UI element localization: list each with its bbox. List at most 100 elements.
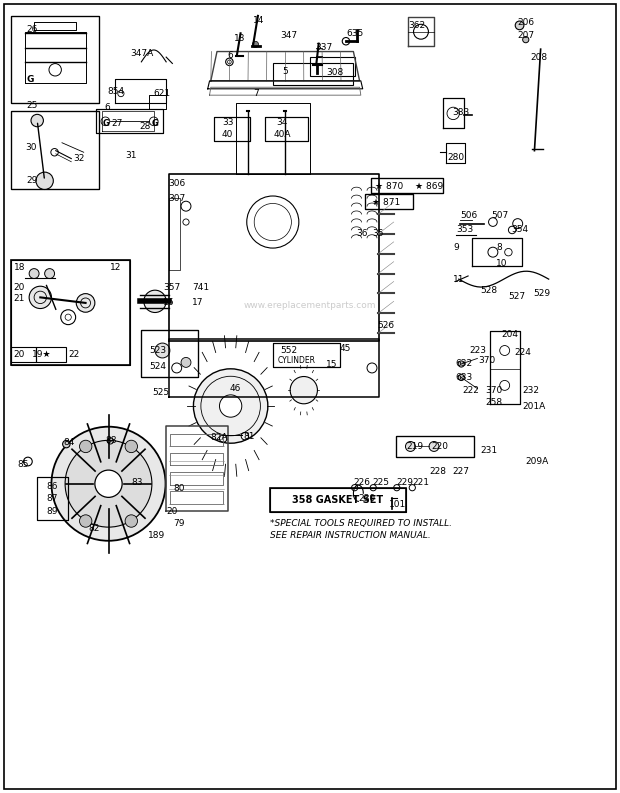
Circle shape [29,269,39,278]
Bar [214,117,250,141]
Bar [11,347,36,362]
Bar [273,343,340,367]
Text: 526: 526 [377,320,394,330]
Text: 370: 370 [479,356,496,366]
Text: ★ 871: ★ 871 [372,197,401,207]
Text: 80: 80 [174,484,185,493]
Text: 20: 20 [14,282,25,292]
Text: 221: 221 [412,477,429,487]
Bar [141,330,198,377]
Text: 31: 31 [125,151,137,160]
Text: 527: 527 [508,292,526,301]
Bar [371,178,443,193]
Bar [96,109,163,133]
Bar [270,488,406,512]
Text: 362: 362 [408,21,425,30]
Text: 25: 25 [26,101,37,110]
Text: 223: 223 [469,346,486,355]
Text: 525: 525 [152,388,169,397]
Text: 308: 308 [327,68,344,78]
Text: 224: 224 [515,347,531,357]
Text: 88: 88 [105,435,117,445]
Text: 20: 20 [166,507,177,516]
Circle shape [95,470,122,497]
Text: 633: 633 [456,373,473,382]
Bar [396,436,474,457]
Text: 222: 222 [462,386,479,396]
Text: 231: 231 [480,446,498,455]
Text: 46: 46 [229,384,241,393]
Bar [37,477,68,520]
Bar [310,57,355,76]
Circle shape [63,440,70,448]
Text: 89: 89 [46,507,58,516]
Text: 226: 226 [353,477,370,487]
Circle shape [125,440,138,453]
Text: 383: 383 [453,108,470,117]
Text: 635: 635 [346,29,363,38]
Bar [270,488,406,512]
Circle shape [155,343,170,358]
Text: 30: 30 [25,143,37,152]
Text: 28: 28 [140,122,151,132]
Text: 358 GASKET SET: 358 GASKET SET [293,496,383,505]
Text: 529: 529 [533,289,551,298]
Text: 15: 15 [326,360,337,370]
Text: 228: 228 [429,467,446,477]
Text: 33: 33 [222,118,234,128]
Bar [273,63,353,85]
Text: 35: 35 [372,228,384,238]
Bar [365,194,413,209]
Bar [396,436,474,457]
Text: 306: 306 [169,179,186,189]
Text: G: G [152,119,159,128]
Circle shape [29,286,51,308]
Circle shape [458,374,464,381]
Text: 6: 6 [104,103,110,113]
Circle shape [181,358,191,367]
Circle shape [193,369,268,443]
Bar [265,117,308,141]
Text: ★ 870: ★ 870 [375,182,404,191]
Circle shape [523,36,529,43]
Circle shape [76,293,95,312]
Text: 26: 26 [26,25,37,34]
Circle shape [36,172,53,190]
Circle shape [458,361,464,367]
Text: 5: 5 [282,67,288,76]
Bar [11,111,99,189]
Bar [11,260,130,365]
Text: 206: 206 [518,17,535,27]
Text: 552: 552 [280,346,298,355]
Text: CYLINDER: CYLINDER [278,355,316,365]
Text: 506: 506 [460,211,477,220]
Text: 29: 29 [26,176,37,186]
Circle shape [405,442,415,451]
Bar [11,16,99,103]
Text: 81: 81 [243,431,255,441]
Text: 370: 370 [485,386,503,396]
Circle shape [515,21,524,29]
Text: 45: 45 [340,344,351,354]
Text: 101: 101 [389,500,406,509]
Text: 201A: 201A [523,401,546,411]
Text: 36: 36 [356,228,368,238]
Circle shape [51,427,166,541]
Text: 280: 280 [448,152,465,162]
Text: ★ 869: ★ 869 [415,182,444,191]
Bar [273,343,340,367]
Circle shape [65,440,152,527]
Bar [365,194,413,209]
Text: 22: 22 [68,350,79,359]
Circle shape [252,41,259,48]
Text: 347: 347 [280,31,298,40]
Text: SEE REPAIR INSTRUCTION MANUAL.: SEE REPAIR INSTRUCTION MANUAL. [270,531,430,540]
Text: 12: 12 [110,262,122,272]
Text: 85: 85 [17,460,29,469]
Text: 79: 79 [174,519,185,528]
Bar [11,16,99,103]
Text: 86: 86 [46,482,58,492]
Text: 20: 20 [14,350,25,359]
Bar [36,347,66,362]
Text: 227: 227 [453,467,469,477]
